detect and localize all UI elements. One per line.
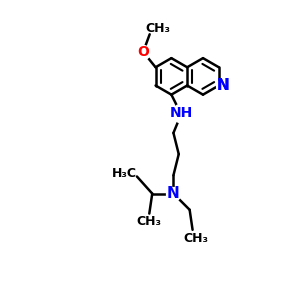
Text: NH: NH bbox=[170, 106, 193, 120]
Text: H₃C: H₃C bbox=[112, 167, 137, 180]
Text: O: O bbox=[137, 45, 149, 59]
Text: CH₃: CH₃ bbox=[137, 215, 162, 228]
Text: N: N bbox=[167, 186, 180, 201]
Text: CH₃: CH₃ bbox=[145, 22, 170, 35]
Text: CH₃: CH₃ bbox=[183, 232, 208, 245]
Text: N: N bbox=[216, 78, 229, 93]
Text: N: N bbox=[216, 78, 229, 93]
